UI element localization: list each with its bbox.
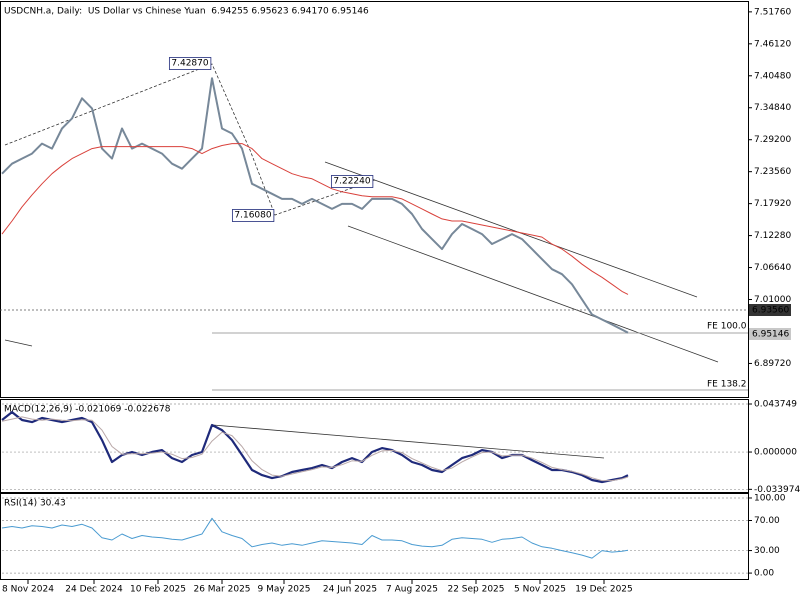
x-tick-label: 24 Jun 2025: [323, 585, 377, 595]
annotation-box: [330, 175, 374, 188]
series-line: [1, 411, 629, 484]
x-tick-label: 26 Mar 2025: [193, 585, 250, 595]
y-tick-label: 7.34840: [754, 103, 791, 113]
x-tick-label: 7 Aug 2025: [386, 585, 438, 595]
y-tick-label: 30.00: [754, 546, 780, 556]
series-line: [1, 517, 629, 559]
y-tick-label: 7.46120: [754, 39, 791, 49]
y-tick-label: 70.00: [754, 516, 780, 526]
x-tick-label: 22 Sep 2025: [447, 585, 504, 595]
y-tick-label: 7.51760: [754, 7, 791, 17]
x-tick-label: 24 Dec 2024: [65, 585, 123, 595]
series-line: [1, 416, 629, 482]
x-tick-label: 8 Nov 2024: [2, 585, 54, 595]
channel-lower: [347, 225, 719, 363]
y-tick-label: 7.23560: [754, 167, 791, 177]
y-tick-label: 7.01000: [754, 295, 791, 305]
y-tick-label: 0.00: [754, 569, 774, 579]
macd-frame: [0, 399, 749, 493]
x-tick-label: 9 May 2025: [258, 585, 311, 595]
annotation: FE 138.2: [707, 380, 747, 390]
pane-title: RSI(14) 30.43: [4, 499, 66, 509]
price-label-box: [749, 304, 791, 316]
price-label: 6.93560: [752, 306, 789, 316]
price-frame: [0, 1, 749, 398]
annotation-box: [168, 57, 212, 70]
series-line: [1, 77, 629, 334]
channel-upper: [324, 161, 698, 298]
pane-title: MACD(12,26,9) -0.021069 -0.022678: [4, 405, 171, 415]
frames: [0, 1, 749, 580]
y-tick-label: 7.17920: [754, 199, 791, 209]
y-tick-label: 7.40480: [754, 71, 791, 81]
drawings: [0, 63, 748, 459]
annotation: FE 100.0: [707, 322, 747, 332]
price-label-box: [749, 328, 791, 340]
y-tick-label: 0.000000: [754, 448, 797, 458]
annotation-box: [231, 209, 275, 222]
y-tick-label: 7.06640: [754, 263, 791, 273]
y-tick-label: 7.29200: [754, 135, 791, 145]
x-tick-label: 19 Dec 2025: [575, 585, 633, 595]
y-tick-label: 6.89720: [754, 359, 791, 369]
zigzag: [4, 63, 376, 216]
series-line: [1, 143, 629, 295]
y-tick-label: -0.033974: [754, 485, 800, 495]
x-tick-label: 10 Feb 2025: [130, 585, 186, 595]
rsi-frame: [0, 493, 749, 580]
pane-title: USDCNH.a, Daily: US Dollar vs Chinese Yu…: [4, 7, 369, 17]
annotation: 7.16080: [234, 211, 271, 221]
y-tick-label: 0.043749: [754, 400, 797, 410]
x-tick-label: 5 Nov 2025: [514, 585, 566, 595]
macd-trend: [212, 424, 605, 459]
y-tick-label: 100.00: [754, 493, 786, 503]
price-label: 6.95146: [752, 330, 789, 340]
annotation: 7.22240: [333, 177, 370, 187]
y-tick-label: 7.12280: [754, 231, 791, 241]
annotation: 7.42870: [171, 59, 208, 69]
trend-stub: [4, 339, 33, 347]
